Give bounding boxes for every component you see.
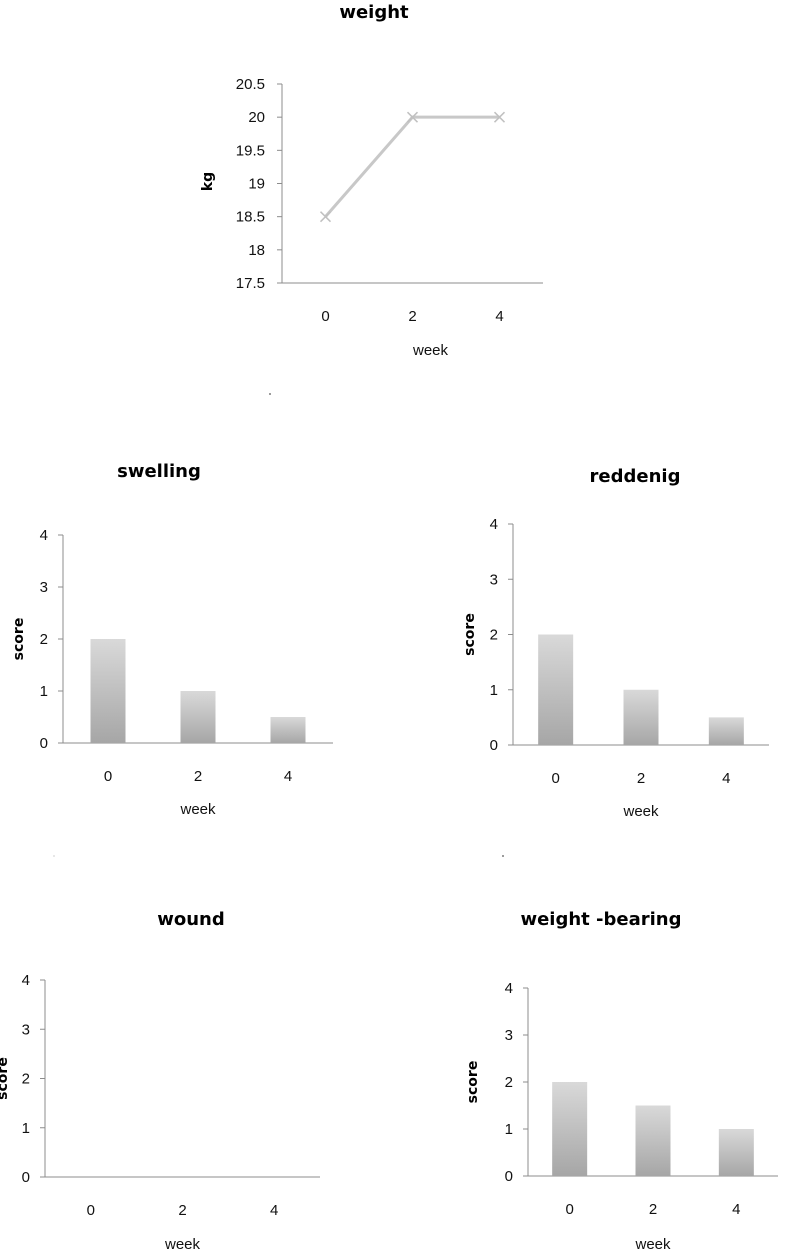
chart-swelling: swelling 0 1 2 3 4 0 2 4 week score (11, 461, 333, 818)
x-tick-label: 0 (565, 1201, 573, 1218)
y-tick-label: 3 (22, 1021, 30, 1038)
y-tick-label: 2 (40, 631, 48, 648)
stray-mark (502, 855, 504, 857)
y-tick-label: 20 (248, 109, 265, 126)
point-marker-week-2 (406, 111, 419, 123)
y-tick-label: 0 (490, 737, 498, 754)
chart-title: swelling (117, 461, 201, 482)
chart-weight-bearing: weight -bearing 0 1 2 3 4 0 2 4 week score (465, 909, 778, 1253)
y-tick-label: 4 (505, 980, 513, 997)
y-tick-label: 19 (248, 176, 265, 193)
x-tick-label: 0 (551, 770, 559, 787)
x-axis-label: week (164, 1236, 201, 1253)
chart-title: weight -bearing (520, 909, 681, 930)
x-tick-label: 4 (732, 1201, 740, 1218)
x-tick-label: 0 (321, 308, 329, 325)
y-tick-label: 4 (22, 972, 30, 989)
chart-title: reddenig (590, 466, 681, 487)
x-tick-label: 4 (495, 308, 503, 325)
y-tick-label: 0 (505, 1168, 513, 1185)
bar-week-0 (552, 1082, 588, 1176)
y-tick-label: 0 (40, 735, 48, 752)
x-tick-label: 4 (722, 770, 730, 787)
chart-wound: wound 0 1 2 3 4 0 2 4 week score (0, 909, 320, 1253)
point-marker-week-0 (319, 211, 332, 223)
x-tick-label: 4 (284, 768, 292, 785)
bar-week-2 (180, 691, 216, 743)
bar-week-0 (90, 639, 126, 743)
y-axis-label: score (462, 613, 478, 656)
y-tick-label: 20.5 (236, 76, 265, 93)
x-tick-label: 2 (408, 308, 416, 325)
y-axis-label: score (0, 1057, 11, 1100)
chart-weight: weight 17.5 18 18.5 19 19.5 20 20.5 0 2 4 week kg (200, 2, 543, 359)
bar-week-4 (718, 1129, 754, 1176)
x-tick-label: 2 (178, 1202, 186, 1219)
x-tick-label: 0 (104, 768, 112, 785)
bar-week-4 (270, 717, 306, 743)
y-tick-label: 4 (490, 516, 498, 533)
bar-week-4 (708, 717, 744, 745)
y-tick-label: 2 (22, 1071, 30, 1088)
y-tick-label: 17.5 (236, 275, 265, 292)
y-axis-label: score (11, 618, 27, 661)
y-axis-label: score (465, 1061, 481, 1104)
y-tick-label: 3 (505, 1027, 513, 1044)
y-tick-label: 4 (40, 527, 48, 544)
x-tick-label: 2 (649, 1201, 657, 1218)
x-axis-label: week (412, 342, 449, 359)
x-tick-label: 4 (270, 1202, 278, 1219)
y-tick-label: 19.5 (236, 142, 265, 159)
y-tick-label: 1 (505, 1121, 513, 1138)
y-tick-label: 1 (22, 1120, 30, 1137)
bar-week-2 (635, 1105, 671, 1176)
chart-reddenig: reddenig 0 1 2 3 4 0 2 4 week score (462, 466, 769, 820)
point-marker-week-4 (493, 111, 506, 123)
chart-title: wound (157, 909, 225, 930)
y-tick-label: 3 (40, 579, 48, 596)
bar-week-0 (538, 634, 574, 745)
x-tick-label: 2 (194, 768, 202, 785)
chart-title: weight (339, 2, 409, 23)
x-tick-label: 0 (87, 1202, 95, 1219)
y-tick-label: 3 (490, 571, 498, 588)
stray-mark (53, 855, 55, 857)
y-axis-label: kg (200, 172, 216, 191)
y-tick-label: 0 (22, 1169, 30, 1186)
y-tick-label: 18.5 (236, 209, 265, 226)
x-axis-label: week (622, 803, 659, 820)
y-tick-label: 2 (490, 627, 498, 644)
y-tick-label: 1 (40, 683, 48, 700)
bar-week-2 (623, 689, 659, 745)
y-tick-label: 18 (248, 242, 265, 259)
x-axis-label: week (179, 801, 216, 818)
stray-mark (269, 393, 271, 395)
x-tick-label: 2 (637, 770, 645, 787)
y-tick-label: 2 (505, 1074, 513, 1091)
weight-line (324, 115, 500, 218)
x-axis-label: week (634, 1236, 671, 1253)
y-tick-label: 1 (490, 682, 498, 699)
